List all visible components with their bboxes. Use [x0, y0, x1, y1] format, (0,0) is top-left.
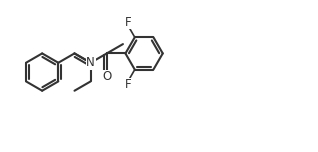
Text: F: F: [125, 78, 132, 91]
Text: F: F: [125, 16, 132, 29]
Text: N: N: [86, 56, 95, 69]
Text: O: O: [102, 71, 111, 83]
